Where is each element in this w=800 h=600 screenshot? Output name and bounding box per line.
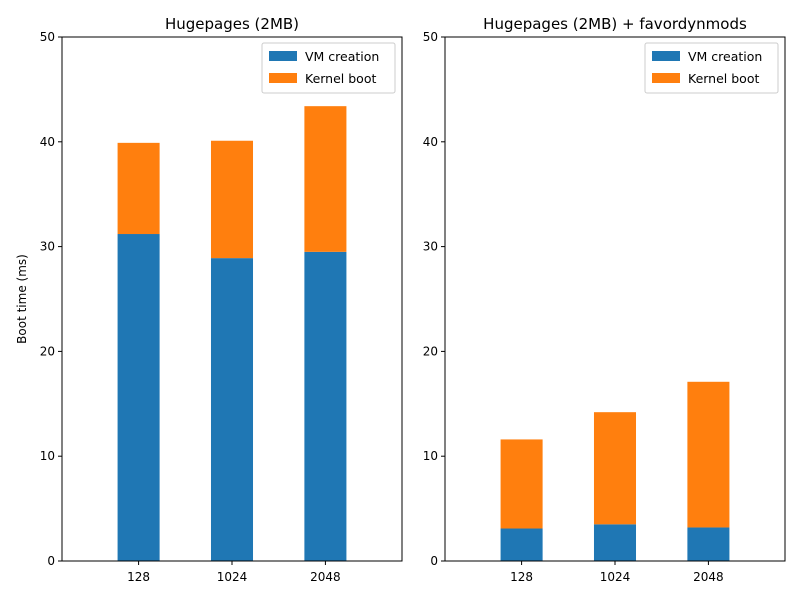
chart-panel-hugepages-favordynmods: 0 10 20 30 40 50 128 1024 2048 Hugepages (2MB) + … bbox=[423, 15, 786, 584]
y-tick-label: 30 bbox=[40, 240, 55, 254]
chart-title: Hugepages (2MB) + favordynmods bbox=[483, 15, 747, 33]
y-tick-label: 40 bbox=[40, 135, 55, 149]
y-axis-label: Boot time (ms) bbox=[15, 254, 29, 344]
bar-vm-creation-128 bbox=[500, 528, 543, 561]
x-tick-label: 2048 bbox=[693, 570, 724, 584]
y-tick-label: 50 bbox=[423, 30, 438, 44]
chart-title: Hugepages (2MB) bbox=[165, 15, 299, 33]
legend-swatch-vm-creation bbox=[269, 51, 297, 61]
x-tick-label: 128 bbox=[127, 570, 150, 584]
y-tick-label: 40 bbox=[423, 135, 438, 149]
y-tick-label: 20 bbox=[423, 344, 438, 358]
bar-vm-creation-2048 bbox=[304, 251, 347, 561]
chart-panel-hugepages: 0 10 20 30 40 50 128 1024 2048 Hugepages (2MB) Boo… bbox=[15, 15, 403, 584]
legend-label: Kernel boot bbox=[688, 71, 759, 86]
x-tick-label: 128 bbox=[510, 570, 533, 584]
y-tick-label: 0 bbox=[430, 554, 438, 568]
bar-vm-creation-2048 bbox=[687, 527, 730, 561]
legend-label: VM creation bbox=[688, 49, 762, 64]
y-tick-label: 10 bbox=[423, 449, 438, 463]
bar-kernel-boot-2048 bbox=[687, 381, 730, 528]
legend-swatch-kernel-boot bbox=[269, 73, 297, 83]
legend-label: VM creation bbox=[305, 49, 379, 64]
legend-label: Kernel boot bbox=[305, 71, 376, 86]
y-tick-label: 30 bbox=[423, 240, 438, 254]
legend-swatch-kernel-boot bbox=[652, 73, 680, 83]
bar-kernel-boot-1024 bbox=[210, 140, 254, 259]
y-tick-label: 50 bbox=[40, 30, 55, 44]
y-tick-label: 10 bbox=[40, 449, 55, 463]
bar-vm-creation-128 bbox=[117, 234, 160, 561]
bar-kernel-boot-2048 bbox=[304, 106, 347, 252]
bar-vm-creation-1024 bbox=[210, 258, 254, 561]
bar-kernel-boot-128 bbox=[117, 142, 160, 235]
x-tick-label: 1024 bbox=[600, 570, 631, 584]
legend-swatch-vm-creation bbox=[652, 51, 680, 61]
x-tick-label: 2048 bbox=[310, 570, 341, 584]
bar-kernel-boot-1024 bbox=[593, 412, 637, 525]
x-tick-label: 1024 bbox=[217, 570, 248, 584]
y-tick-label: 20 bbox=[40, 344, 55, 358]
y-tick-label: 0 bbox=[47, 554, 55, 568]
bar-kernel-boot-128 bbox=[500, 439, 543, 529]
bar-vm-creation-1024 bbox=[593, 524, 637, 561]
